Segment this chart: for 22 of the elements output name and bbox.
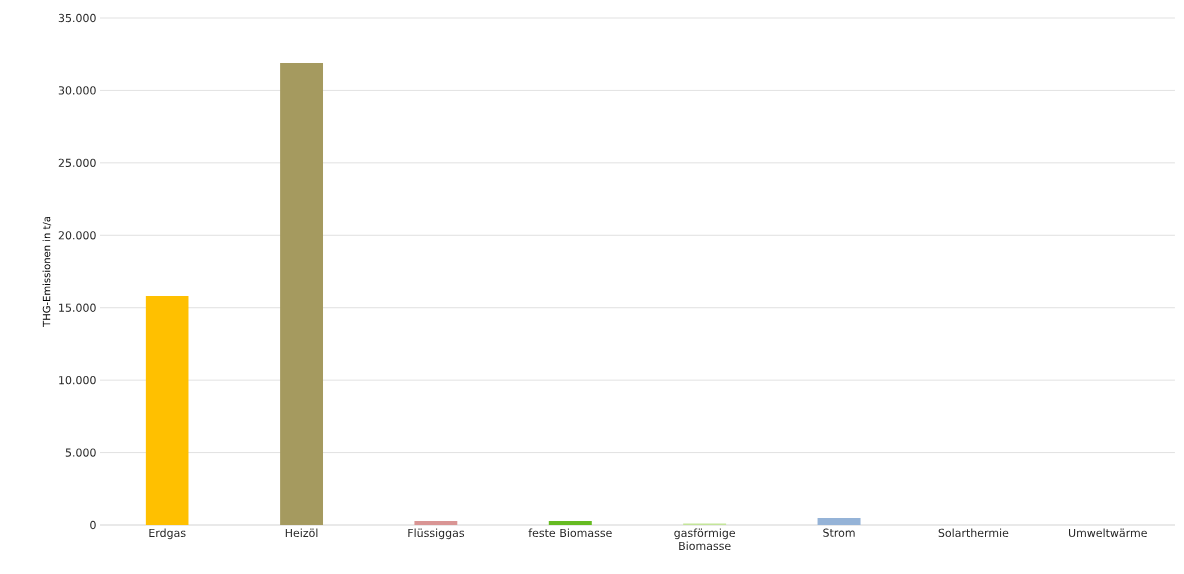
y-tick-label: 0 (90, 520, 96, 530)
y-tick-label: 15.000 (59, 303, 96, 312)
y-tick-label: 20.000 (58, 231, 96, 240)
y-tick-label: 35.000 (58, 13, 96, 23)
x-tick-label: feste Biomasse (528, 528, 612, 538)
x-tick-label: Flüssiggas (408, 528, 465, 540)
bar (548, 520, 592, 525)
x-tick-label: Heizöl (285, 528, 318, 538)
y-tick-label: 5.000 (65, 448, 96, 457)
y-tick-label: 30.000 (58, 86, 96, 95)
x-tick-label: gasförmige Biomasse (674, 528, 736, 551)
x-tick-label: Erdgas (149, 528, 186, 540)
bar (280, 62, 324, 525)
bar (145, 296, 189, 525)
bar (414, 520, 458, 525)
bar (817, 518, 861, 525)
y-tick-label: 25.000 (58, 158, 96, 168)
x-tick-label: Strom (823, 528, 855, 537)
y-axis-title: THG-Emissionen in t/a (42, 216, 52, 327)
x-tick-label: Umweltwärme (1069, 528, 1147, 538)
y-tick-label: 10.000 (59, 375, 96, 385)
x-tick-label: Solarthermie (938, 528, 1009, 538)
